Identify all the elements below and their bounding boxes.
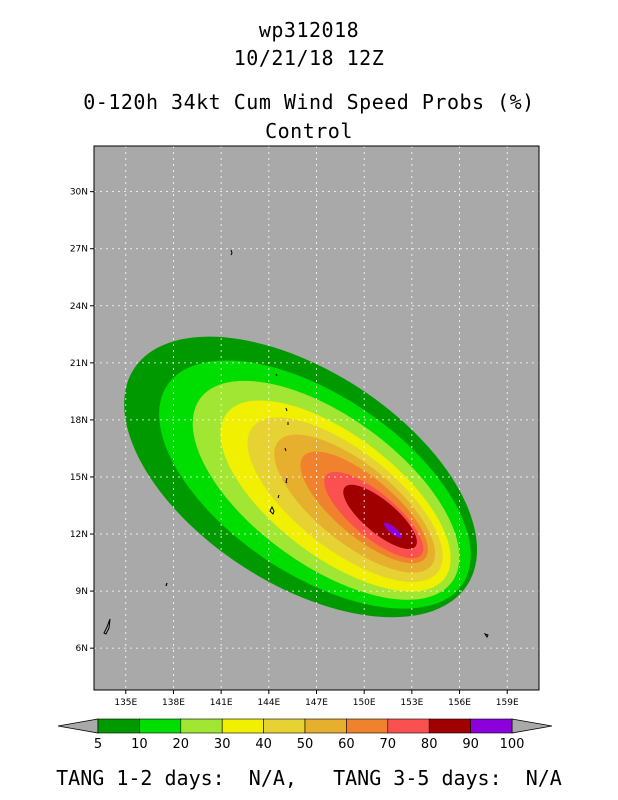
colorbar-label: 90 — [462, 737, 479, 752]
island-outline — [103, 618, 111, 635]
colorbar-swatch — [97, 718, 140, 734]
colorbar: 5 10 20 30 40 50 60 70 80 90 100 — [57, 718, 553, 752]
storm-id-title: wp312018 — [258, 18, 360, 42]
island-outline — [285, 477, 288, 484]
lon-tick-label: 141E — [210, 698, 233, 708]
colorbar-swatch — [221, 718, 264, 734]
lat-tick-label: 15N — [70, 473, 88, 483]
contour-90 — [383, 522, 402, 538]
island-outline — [275, 373, 278, 377]
colorbar-swatch — [346, 718, 389, 734]
lon-tick-label: 153E — [400, 698, 423, 708]
island-outline — [269, 505, 275, 515]
colorbar-label: 10 — [131, 737, 148, 752]
lat-tick-label: 6N — [76, 644, 88, 654]
colorbar-label: 40 — [255, 737, 272, 752]
lat-tick-label: 27N — [70, 245, 88, 255]
island-outline — [483, 633, 489, 638]
lat-tick-label: 21N — [70, 359, 88, 369]
island-outline — [285, 407, 288, 412]
lat-tick-label: 18N — [70, 416, 88, 426]
product-title: 0-120h 34kt Cum Wind Speed Probs (%) — [83, 90, 535, 114]
lon-tick-label: 156E — [448, 698, 471, 708]
colorbar-label: 80 — [421, 737, 438, 752]
probability-contours — [124, 336, 478, 618]
colorbar-swatch — [263, 718, 306, 734]
colorbar-swatch — [304, 718, 347, 734]
colorbar-label: 20 — [173, 737, 190, 752]
datetime-title: 10/21/18 12Z — [233, 46, 385, 70]
lat-tick-label: 12N — [70, 530, 88, 540]
colorbar-label: 30 — [214, 737, 231, 752]
colorbar-left-arrow — [57, 718, 99, 734]
lon-tick-label: 159E — [496, 698, 519, 708]
island-outline — [277, 494, 280, 499]
colorbar-label: 60 — [338, 737, 355, 752]
colorbar-label: 70 — [380, 737, 397, 752]
colorbar-swatch — [139, 718, 182, 734]
island-outline — [284, 447, 287, 452]
colorbar-label: 50 — [297, 737, 314, 752]
lon-tick-label: 135E — [114, 698, 137, 708]
colorbar-swatch — [387, 718, 430, 734]
lon-tick-label: 138E — [162, 698, 185, 708]
lon-tick-label: 144E — [257, 698, 280, 708]
lon-tick-label: 147E — [305, 698, 328, 708]
tang-footer: TANG 1-2 days: N/A, TANG 3-5 days: N/A — [56, 766, 562, 790]
island-outline — [165, 582, 168, 587]
lat-tick-label: 9N — [76, 587, 88, 597]
colorbar-swatch — [470, 718, 513, 734]
colorbar-right-arrow — [511, 718, 553, 734]
island-outlines — [103, 249, 489, 638]
colorbar-swatch — [428, 718, 471, 734]
colorbar-swatch — [180, 718, 223, 734]
lat-tick-label: 24N — [70, 302, 88, 312]
lon-tick-label: 150E — [353, 698, 376, 708]
colorbar-label: 5 — [94, 737, 102, 752]
latitude-axis: 6N 9N 12N 15N 18N 21N 24N 27N 30N — [70, 188, 94, 654]
run-title: Control — [265, 119, 353, 143]
lat-lon-grid — [94, 146, 539, 690]
island-outline — [230, 249, 233, 256]
colorbar-label: 100 — [500, 737, 525, 752]
lat-tick-label: 30N — [70, 188, 88, 198]
longitude-axis: 135E 138E 141E 144E 147E 150E 153E 156E 159E — [114, 690, 519, 708]
